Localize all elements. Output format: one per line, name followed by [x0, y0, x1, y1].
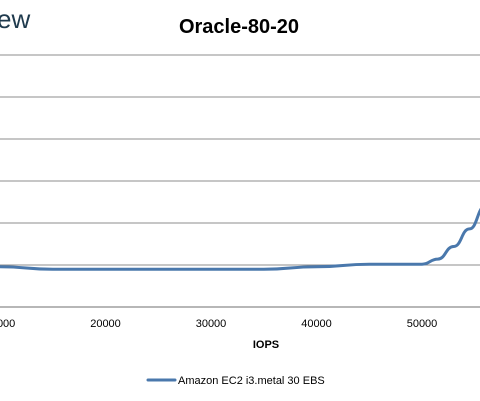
watermark-text: ew [0, 4, 30, 34]
x-tick-labels: 10000 20000 30000 40000 50000 [0, 318, 437, 330]
x-tick-label: 10000 [0, 318, 15, 330]
x-tick-label: 50000 [407, 318, 438, 330]
series-line [0, 208, 480, 271]
x-axis-title: IOPS [253, 339, 279, 351]
x-tick-label: 40000 [301, 318, 332, 330]
x-tick-label: 30000 [196, 318, 227, 330]
gridlines [0, 54, 480, 308]
x-tick-label: 20000 [90, 318, 121, 330]
legend-label: Amazon EC2 i3.metal 30 EBS [178, 375, 325, 387]
chart-title: Oracle-80-20 [179, 16, 299, 38]
series-group [0, 208, 480, 271]
legend: Amazon EC2 i3.metal 30 EBS [132, 366, 372, 394]
